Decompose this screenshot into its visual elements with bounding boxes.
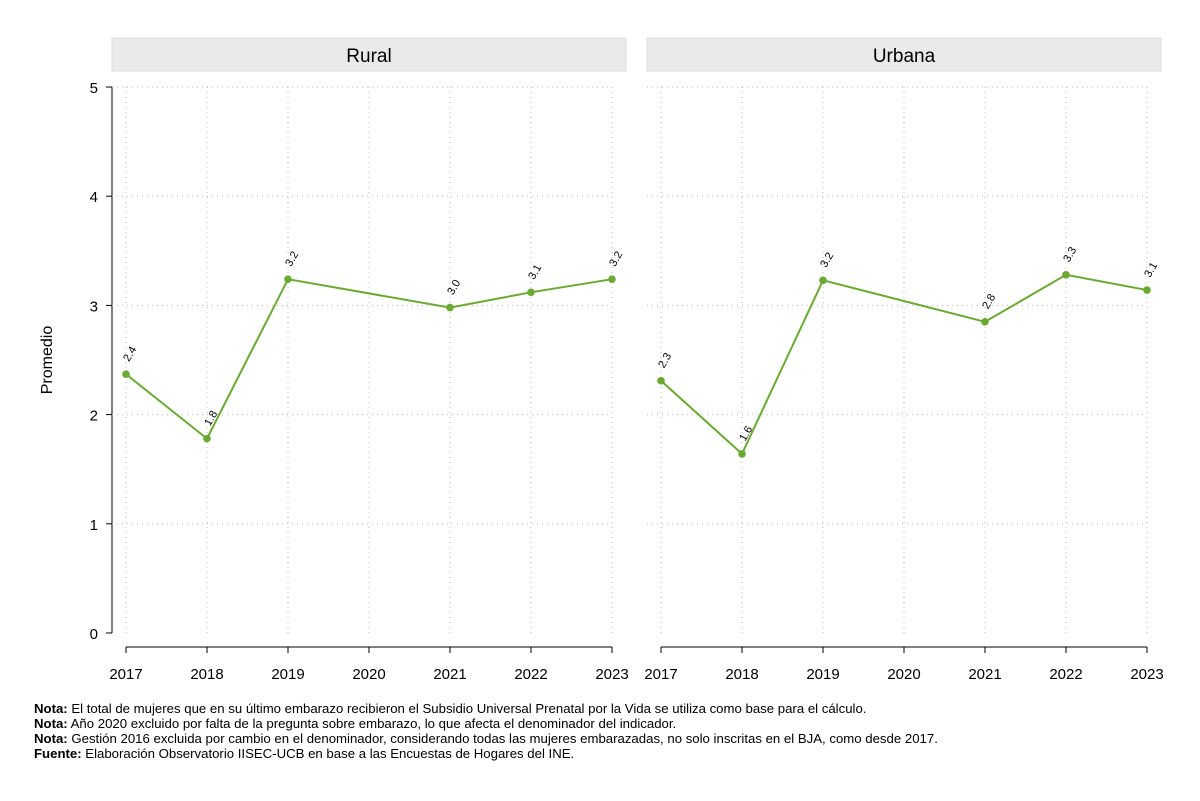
data-point-rural-2022 bbox=[527, 288, 535, 297]
y-tick-label-3: 3 bbox=[90, 298, 98, 315]
x-tick-label-urbana-2018: 2018 bbox=[725, 666, 758, 683]
x-tick-label-rural-2021: 2021 bbox=[433, 666, 466, 683]
data-label-urbana-2017: 2.3 bbox=[656, 351, 674, 370]
data-label-rural-2023: 3.2 bbox=[607, 249, 625, 268]
data-point-urbana-2019 bbox=[819, 276, 827, 285]
note-1: Nota: El total de mujeres que en su últi… bbox=[34, 701, 938, 716]
data-point-urbana-2018 bbox=[738, 450, 746, 458]
data-label-urbana-2022: 3.3 bbox=[1061, 245, 1079, 264]
note-1-text: El total de mujeres que en su último emb… bbox=[67, 701, 867, 716]
note-3: Nota: Gestión 2016 excluida por cambio e… bbox=[34, 731, 938, 746]
y-tick-label-4: 4 bbox=[90, 189, 98, 206]
panel-title-rural: Rural bbox=[346, 46, 391, 67]
source-note: Fuente: Elaboración Observatorio IISEC-U… bbox=[34, 746, 938, 761]
y-tick-label-1: 1 bbox=[90, 517, 98, 534]
data-point-urbana-2022 bbox=[1062, 271, 1070, 279]
data-label-urbana-2019: 3.2 bbox=[818, 251, 836, 270]
series-line-rural bbox=[125, 278, 613, 441]
x-tick-label-rural-2017: 2017 bbox=[109, 666, 142, 683]
x-tick-label-rural-2019: 2019 bbox=[271, 666, 304, 683]
note-2-label: Nota: bbox=[34, 716, 68, 731]
note-2-text: Año 2020 excluido por falta de la pregun… bbox=[67, 716, 677, 731]
source-label: Fuente: bbox=[34, 746, 82, 761]
series-line-urbana bbox=[660, 273, 1148, 456]
x-tick-label-urbana-2023: 2023 bbox=[1130, 666, 1163, 683]
data-point-urbana-2017 bbox=[657, 376, 665, 385]
x-tick-label-urbana-2020: 2020 bbox=[887, 666, 920, 683]
data-label-rural-2022: 3.1 bbox=[526, 263, 544, 282]
y-tick-label-2: 2 bbox=[90, 408, 98, 425]
data-label-rural-2017: 2.4 bbox=[121, 344, 139, 363]
data-point-urbana-2023 bbox=[1143, 286, 1151, 294]
note-1-label: Nota: bbox=[34, 701, 68, 716]
chart: 0 1 2 3 4 5 Promedio Rural 2017 2018 2019 2020 2021 2… bbox=[39, 37, 1164, 683]
y-tick-label-5: 5 bbox=[90, 80, 98, 97]
data-point-rural-2023 bbox=[608, 275, 616, 283]
x-tick-label-rural-2023: 2023 bbox=[595, 666, 628, 683]
data-label-rural-2021: 3.0 bbox=[445, 278, 463, 297]
panel-strip-rural bbox=[111, 37, 627, 72]
data-label-urbana-2018: 1.6 bbox=[737, 424, 755, 443]
panel-title-urbana: Urbana bbox=[873, 46, 936, 67]
data-point-rural-2018 bbox=[203, 434, 211, 443]
note-3-text: Gestión 2016 excluida por cambio en el d… bbox=[67, 731, 938, 746]
y-axis-label: Promedio bbox=[39, 326, 56, 395]
panel-strip-urbana bbox=[646, 37, 1162, 72]
data-point-rural-2019 bbox=[284, 275, 292, 283]
data-label-rural-2018: 1.8 bbox=[202, 409, 220, 428]
x-tick-label-urbana-2021: 2021 bbox=[968, 666, 1001, 683]
x-tick-label-rural-2022: 2022 bbox=[514, 666, 547, 683]
x-tick-label-urbana-2019: 2019 bbox=[806, 666, 839, 683]
y-tick-label-0: 0 bbox=[90, 626, 98, 643]
data-label-rural-2019: 3.2 bbox=[283, 249, 301, 268]
note-3-label: Nota: bbox=[34, 731, 68, 746]
source-text: Elaboración Observatorio IISEC-UCB en ba… bbox=[81, 746, 575, 761]
x-tick-label-urbana-2022: 2022 bbox=[1049, 666, 1082, 683]
data-point-urbana-2021 bbox=[981, 317, 989, 326]
data-point-rural-2021 bbox=[446, 303, 454, 312]
data-label-urbana-2021: 2.8 bbox=[980, 292, 998, 311]
x-tick-label-urbana-2017: 2017 bbox=[644, 666, 677, 683]
footnotes: Nota: El total de mujeres que en su últi… bbox=[34, 701, 938, 761]
x-tick-label-rural-2018: 2018 bbox=[190, 666, 223, 683]
x-tick-label-rural-2020: 2020 bbox=[352, 666, 385, 683]
data-point-rural-2017 bbox=[122, 370, 130, 378]
data-label-urbana-2023: 3.1 bbox=[1142, 260, 1160, 279]
note-2: Nota: Año 2020 excluido por falta de la … bbox=[34, 716, 938, 731]
